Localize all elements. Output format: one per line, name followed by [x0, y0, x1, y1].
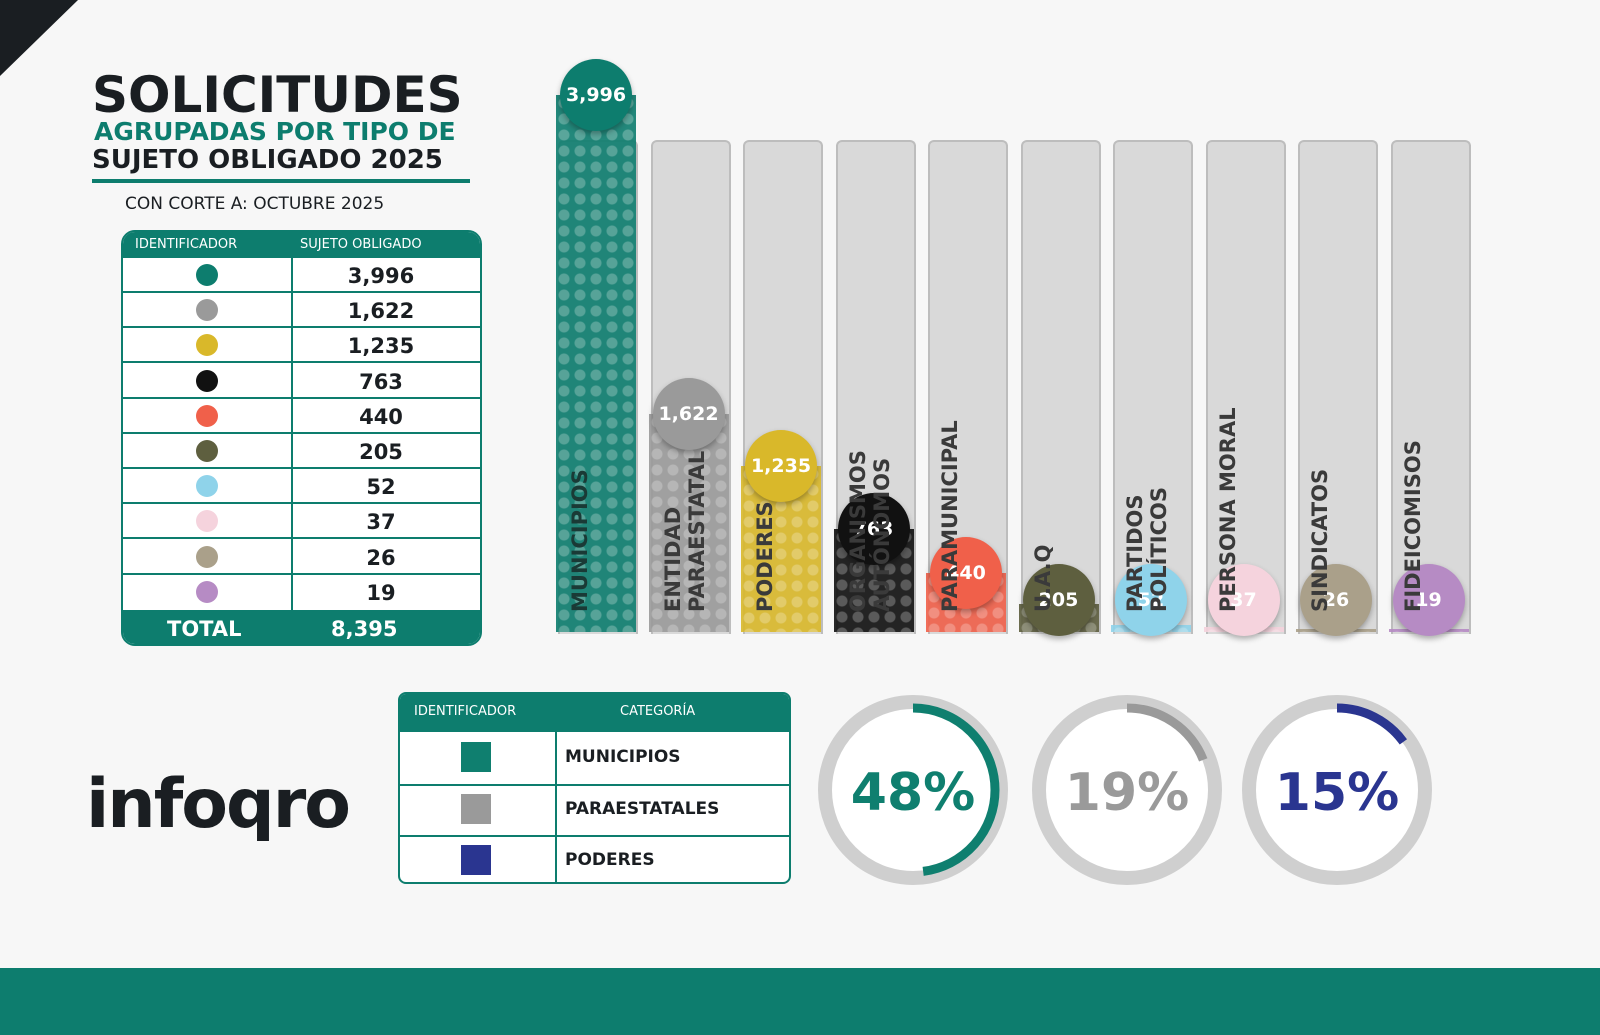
column-background — [1390, 140, 1471, 634]
identifier-dot — [196, 475, 218, 498]
category-label: ORGANISMOS AUTÓNOMOS — [845, 450, 894, 612]
corner-triangle — [0, 0, 78, 76]
value-label: 763 — [837, 493, 910, 566]
identifier-dot — [196, 264, 218, 286]
logo: infoqro — [86, 765, 351, 844]
column-divider — [291, 258, 293, 610]
identifier-dot — [196, 510, 218, 533]
table-value: 3,996 — [347, 264, 415, 288]
table-value: 19 — [366, 580, 396, 605]
row-divider — [400, 783, 789, 786]
donut-track — [1242, 695, 1432, 885]
table-header — [123, 232, 480, 258]
value-label: 3,996 — [560, 59, 632, 131]
donut-arc — [1040, 703, 1214, 877]
table-value: 1,622 — [347, 299, 415, 324]
legend-swatch — [461, 742, 491, 772]
divider — [555, 732, 557, 882]
table-row — [123, 328, 480, 364]
legend-swatch — [461, 793, 491, 824]
column-header: SUJETO OBLIGADO — [300, 237, 422, 252]
legend-table: IDENTIFICADOR CATEGORÍA MUNICIPIOS PARAES… — [398, 692, 791, 884]
table-value: 52 — [366, 475, 396, 500]
donut-label: 15% — [1275, 763, 1399, 823]
value-label: 26 — [1300, 564, 1372, 636]
category-label: SINDICATOS — [1308, 468, 1332, 612]
table-row — [123, 364, 480, 399]
donut-arc — [1250, 703, 1424, 877]
identifier-dot — [196, 440, 218, 462]
column-background — [1113, 140, 1193, 634]
table-value: 1,235 — [347, 334, 415, 359]
donut-label: 48% — [851, 763, 975, 823]
cutoff-date: CON CORTE A: OCTUBRE 2025 — [125, 194, 385, 214]
bar — [648, 414, 729, 632]
value-label: 1,235 — [745, 430, 817, 503]
subtitle: SUJETO OBLIGADO 2025 — [92, 145, 443, 175]
value-label: 52 — [1115, 564, 1187, 636]
table-row — [123, 504, 480, 540]
category-label: U.A.Q — [1030, 544, 1055, 612]
identifier-dot — [196, 545, 218, 568]
value-label: 205 — [1022, 564, 1095, 636]
donut-arc — [826, 703, 1000, 877]
value-label: 1,622 — [652, 378, 725, 451]
value-label: 440 — [930, 536, 1002, 609]
row-divider — [400, 835, 789, 837]
donut-track — [818, 695, 1008, 885]
category-label: MUNICIPIOS — [568, 469, 592, 612]
donut-track — [1032, 695, 1222, 885]
column-background — [1205, 140, 1286, 634]
identifier-dot — [196, 334, 218, 357]
total-value: 8,395 — [331, 617, 398, 641]
table-header — [400, 694, 789, 732]
table-row — [123, 469, 480, 505]
legend-label: PODERES — [565, 850, 655, 870]
identifier-dot — [196, 580, 218, 603]
bar — [556, 95, 636, 632]
value-label: 37 — [1207, 564, 1280, 636]
table-value: 763 — [359, 369, 403, 394]
table-row — [123, 434, 480, 469]
category-label: PODERES — [753, 501, 777, 612]
donut-charts: 48% 19% 15% — [818, 695, 1432, 885]
table-row — [123, 258, 480, 293]
category-label: FIDEICOMISOS — [1400, 440, 1425, 612]
column-header: IDENTIFICADOR — [135, 237, 238, 252]
table-row — [123, 399, 480, 434]
total-row — [123, 610, 480, 644]
identifier-dot — [196, 404, 218, 427]
legend-label: MUNICIPIOS — [565, 747, 681, 767]
category-label: PARAMUNICIPAL — [938, 420, 962, 612]
title: SOLICITUDES — [92, 66, 463, 124]
table-value: 26 — [366, 545, 396, 570]
donut-label: 19% — [1065, 763, 1189, 823]
table-row — [123, 293, 480, 329]
underline — [92, 179, 470, 183]
legend-label: PARAESTATALES — [565, 798, 720, 819]
column-background — [1020, 140, 1101, 634]
table-row — [123, 540, 480, 575]
identifier-dot — [196, 369, 218, 392]
table-value: 205 — [359, 440, 403, 464]
category-label: PERSONA MORAL — [1215, 407, 1240, 612]
footer-band — [0, 968, 1600, 1035]
table-value: 37 — [366, 510, 396, 535]
category-label: ENTIDAD PARAESTATAL — [660, 450, 709, 612]
value-label: 19 — [1392, 564, 1465, 636]
summary-table: IDENTIFICADOR SUJETO OBLIGADO TOTAL 8,39… — [121, 230, 482, 646]
bar-chart: 3,996 MUNICIPIOS 1,622 ENTIDAD PARAESTATAL 1… — [556, 59, 1471, 636]
column-background — [1298, 140, 1378, 634]
total-label: TOTAL — [167, 617, 242, 641]
column-header: IDENTIFICADOR — [414, 704, 517, 719]
legend-swatch — [461, 845, 491, 875]
column-header: CATEGORÍA — [620, 704, 696, 719]
subtitle: AGRUPADAS POR TIPO DE — [94, 117, 456, 146]
table-value: 440 — [359, 404, 403, 429]
identifier-dot — [196, 299, 218, 322]
category-label: PARTIDOS POLÍTICOS — [1123, 487, 1171, 612]
